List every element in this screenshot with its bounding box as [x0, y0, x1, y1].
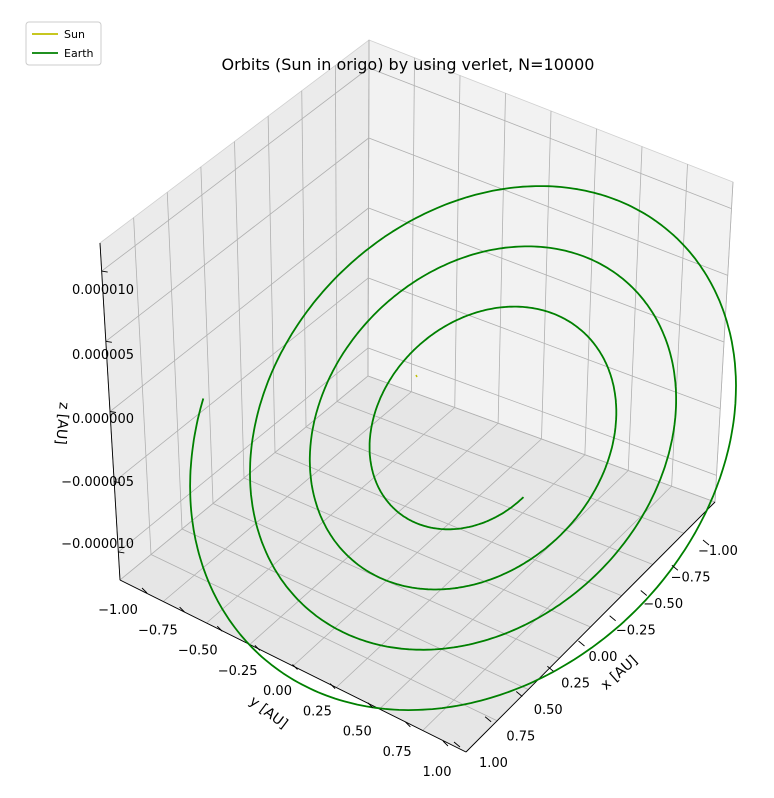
- x-tick-label: 0.50: [534, 703, 563, 718]
- y-axis-label: y [AU]: [246, 693, 290, 732]
- z-tick-label: 0.000005: [72, 348, 134, 363]
- grid-line: [379, 470, 629, 710]
- z-tick-mark: [114, 481, 121, 484]
- sun-series-line: [415, 374, 418, 378]
- grid-line: [105, 137, 728, 342]
- y-tick-label: 1.00: [423, 765, 452, 780]
- x-tick-mark: [671, 564, 679, 571]
- grid-line: [181, 528, 529, 690]
- chart-title: Orbits (Sun in origo) by using verlet, N…: [222, 55, 595, 74]
- z-tick-label: 0.000000: [72, 412, 134, 427]
- y-tick-mark: [329, 683, 336, 689]
- y-tick-label: 0.50: [343, 725, 372, 740]
- y-tick-label: 0.00: [263, 684, 292, 699]
- y-tick-label: 0.25: [303, 704, 332, 719]
- x-tick-label: 0.75: [506, 730, 535, 745]
- y-tick-mark: [292, 664, 298, 670]
- z-tick-mark: [101, 270, 108, 273]
- x-tick-label: −0.25: [616, 624, 656, 639]
- x-tick-mark: [702, 539, 710, 546]
- y-tick-mark: [405, 721, 411, 728]
- grid-line: [243, 477, 591, 628]
- legend-box: [25, 21, 102, 66]
- legend-label-sun: Sun: [64, 28, 85, 41]
- y-tick-mark: [179, 606, 185, 613]
- x-tick-mark: [609, 615, 616, 622]
- z-axis-ticks: −0.000010 −0.000005 0.000000 0.000005 0.0000…: [61, 270, 134, 554]
- y-tick-mark: [216, 625, 223, 632]
- x-tick-mark: [640, 590, 648, 596]
- z-axis-label: z [AU]: [52, 401, 72, 445]
- grid-line: [335, 454, 586, 688]
- legend: Sun Earth: [25, 21, 102, 66]
- z-tick-label: −0.000005: [61, 475, 134, 490]
- x-tick-label: −0.50: [643, 597, 683, 612]
- y-tick-label: −0.75: [138, 623, 178, 638]
- y-tick-label: −0.25: [218, 664, 258, 679]
- grid-line: [422, 485, 672, 731]
- z-tick-label: 0.000010: [72, 283, 134, 298]
- earth-series-line: [189, 185, 737, 711]
- grid-line: [109, 207, 725, 412]
- y-tick-mark: [141, 587, 148, 594]
- y-axis-ticks: −1.00−0.75−0.50−0.25 0.00 0.25 0.50 0.75 1.00: [98, 587, 452, 780]
- x-tick-mark: [547, 665, 554, 672]
- z-tick-label: −0.000010: [61, 537, 134, 552]
- z-tick-mark: [109, 411, 117, 413]
- grid-line: [101, 67, 732, 272]
- x-tick-mark: [578, 640, 585, 647]
- y-tick-label: −0.50: [178, 644, 218, 659]
- y-tick-mark: [254, 645, 261, 651]
- x-tick-label: 1.00: [479, 756, 508, 771]
- x-axis-ticks: −1.00 −0.75 −0.50 −0.25 0.00 0.25 0.50 0.75 1.00: [453, 539, 738, 771]
- x-tick-label: 0.25: [561, 677, 590, 692]
- y-tick-mark: [442, 740, 449, 747]
- grid-line: [118, 347, 717, 553]
- x-tick-label: −0.75: [671, 571, 711, 586]
- legend-label-earth: Earth: [64, 47, 94, 60]
- y-tick-label: −1.00: [98, 603, 138, 618]
- z-tick-mark: [105, 340, 112, 343]
- x-tick-mark: [515, 691, 523, 697]
- y-axis-line: [119, 579, 467, 753]
- y-tick-label: 0.75: [383, 745, 412, 760]
- x-tick-mark: [484, 716, 492, 723]
- y-tick-mark: [367, 702, 374, 709]
- z-tick-mark: [118, 551, 125, 554]
- x-axis-line: [465, 501, 716, 753]
- x-tick-label: 0.00: [589, 650, 618, 665]
- x-tick-label: −1.00: [698, 544, 738, 559]
- x-tick-mark: [453, 741, 461, 748]
